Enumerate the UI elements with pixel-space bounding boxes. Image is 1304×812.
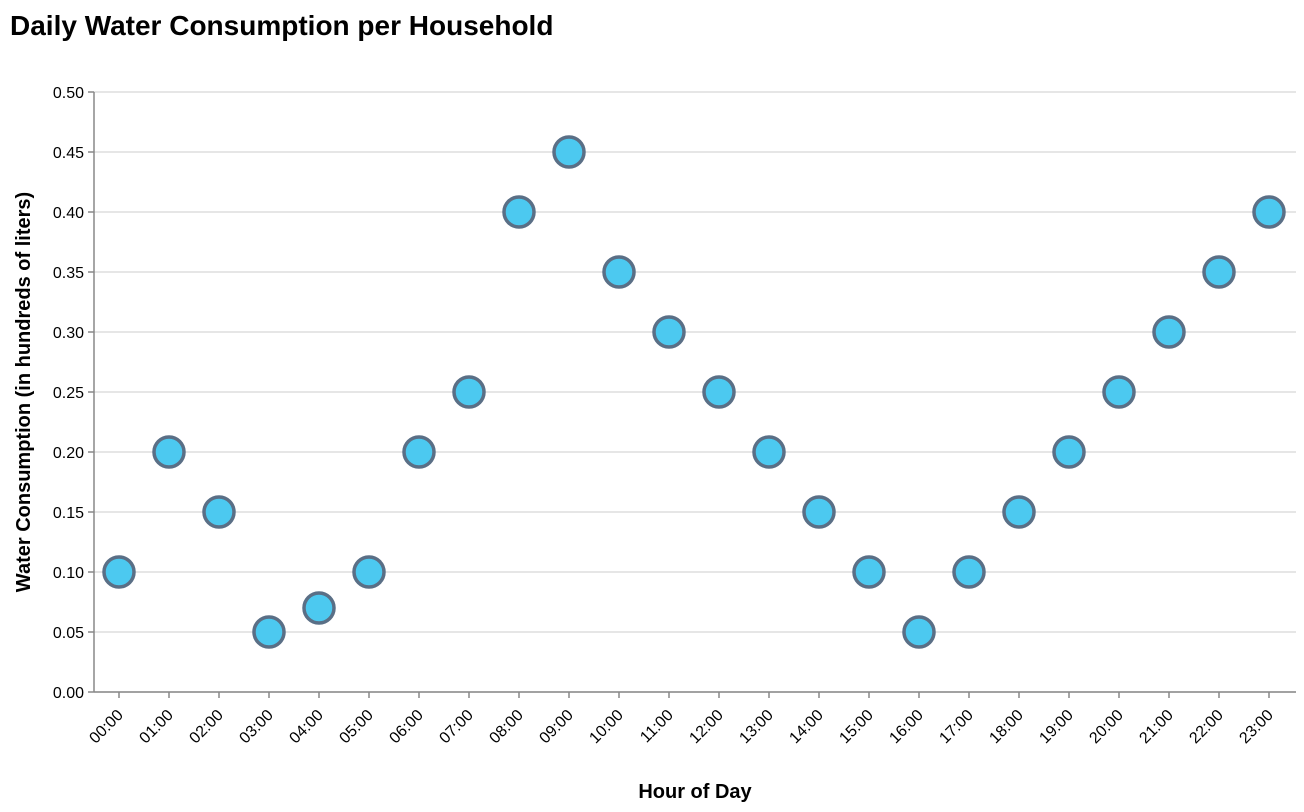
points-layer (102, 135, 1286, 649)
data-point[interactable] (502, 195, 536, 229)
x-tick-label: 02:00 (186, 707, 226, 747)
y-tick-label: 0.40 (53, 205, 84, 222)
x-tick-label: 10:00 (586, 707, 626, 747)
x-tick-label: 05:00 (336, 707, 376, 747)
x-tick-label: 22:00 (1186, 707, 1226, 747)
x-tick-label: 12:00 (686, 707, 726, 747)
y-tick-label: 0.45 (53, 145, 84, 162)
data-point[interactable] (752, 435, 786, 469)
y-tick-label: 0.15 (53, 505, 84, 522)
data-point[interactable] (102, 555, 136, 589)
data-point[interactable] (402, 435, 436, 469)
x-tick-label: 03:00 (236, 707, 276, 747)
x-tick-label: 01:00 (136, 707, 176, 747)
y-tick-label: 0.50 (53, 85, 84, 102)
data-point[interactable] (802, 495, 836, 529)
x-tick-label: 13:00 (736, 707, 776, 747)
x-tick-label: 18:00 (986, 707, 1026, 747)
x-tick-label: 15:00 (836, 707, 876, 747)
y-tick-label: 0.00 (53, 685, 84, 702)
x-tick-label: 20:00 (1086, 707, 1126, 747)
data-point[interactable] (352, 555, 386, 589)
data-point[interactable] (252, 615, 286, 649)
data-point[interactable] (302, 591, 336, 625)
data-point[interactable] (1102, 375, 1136, 409)
data-point[interactable] (1202, 255, 1236, 289)
x-tick-label: 21:00 (1136, 707, 1176, 747)
x-tick-label: 17:00 (936, 707, 976, 747)
y-tick-label: 0.05 (53, 625, 84, 642)
data-point[interactable] (702, 375, 736, 409)
y-tick-label: 0.10 (53, 565, 84, 582)
chart-title: Daily Water Consumption per Household (10, 10, 553, 41)
axis-layer: 0.00 0.05 0.10 0.15 0.20 0.25 0.30 0.35 0.40 0.45… (53, 85, 1296, 747)
data-point[interactable] (652, 315, 686, 349)
data-point[interactable] (602, 255, 636, 289)
data-point[interactable] (152, 435, 186, 469)
y-axis-title: Water Consumption (in hundreds of liters… (13, 192, 35, 592)
grid-layer (94, 91, 1296, 693)
y-tick-label: 0.25 (53, 385, 84, 402)
data-point[interactable] (552, 135, 586, 169)
x-tick-label: 11:00 (637, 707, 677, 747)
x-tick-label: 19:00 (1036, 707, 1076, 747)
x-tick-label: 04:00 (286, 707, 326, 747)
x-tick-label: 16:00 (886, 707, 926, 747)
data-point[interactable] (1052, 435, 1086, 469)
data-point[interactable] (1252, 195, 1286, 229)
data-point[interactable] (202, 495, 236, 529)
data-point[interactable] (1152, 315, 1186, 349)
data-point[interactable] (952, 555, 986, 589)
x-tick-label: 00:00 (86, 707, 126, 747)
data-point[interactable] (1002, 495, 1036, 529)
x-tick-label: 14:00 (786, 707, 826, 747)
data-point[interactable] (452, 375, 486, 409)
x-tick-label: 08:00 (486, 707, 526, 747)
y-tick-label: 0.35 (53, 265, 84, 282)
y-tick-label: 0.20 (53, 445, 84, 462)
x-tick-label: 09:00 (536, 707, 576, 747)
x-tick-label: 07:00 (436, 707, 476, 747)
x-tick-label: 23:00 (1236, 707, 1276, 747)
y-tick-label: 0.30 (53, 325, 84, 342)
x-tick-label: 06:00 (386, 707, 426, 747)
data-point[interactable] (902, 615, 936, 649)
x-axis-title: Hour of Day (638, 781, 752, 803)
data-point[interactable] (852, 555, 886, 589)
